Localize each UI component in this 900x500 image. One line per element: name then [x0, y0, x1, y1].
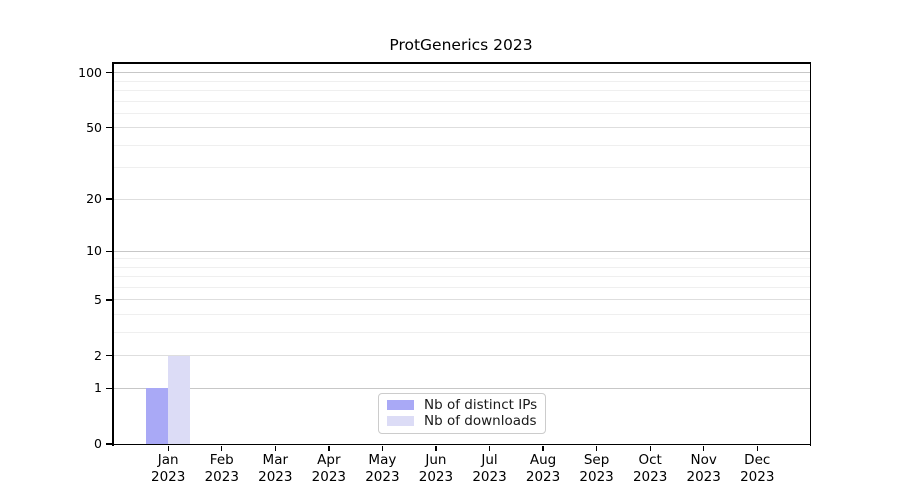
x-tick-year: 2023: [151, 468, 186, 485]
y-tick-2: [106, 355, 112, 357]
y-tick-label-1: 1: [94, 380, 102, 396]
y-tick-10: [106, 250, 112, 252]
x-tick-month: Jan: [157, 452, 179, 468]
x-tick-year: 2023: [472, 468, 507, 485]
x-tick-month: Jun: [425, 452, 447, 468]
x-tick-month: Feb: [209, 452, 234, 468]
x-tick-label-nov: Nov 2023: [687, 452, 721, 485]
gridline-40: [113, 144, 810, 146]
x-tick-label-jun: Jun 2023: [419, 452, 453, 485]
x-tick-month: Oct: [638, 452, 662, 468]
x-tick-label-feb: Feb 2023: [205, 452, 239, 485]
x-tick-aug: [542, 445, 544, 451]
plot-area: [113, 63, 810, 444]
x-tick-year: 2023: [418, 468, 454, 485]
y-tick-label-2: 2: [94, 347, 102, 363]
legend-label-downloads: Nb of downloads: [424, 413, 537, 429]
x-tick-year: 2023: [632, 468, 668, 485]
y-tick-label-50: 50: [86, 119, 102, 135]
x-tick-year: 2023: [525, 468, 561, 485]
gridline-90: [113, 80, 810, 82]
x-tick-mar: [274, 445, 276, 451]
gridline-4: [113, 314, 810, 316]
x-axis-spine: [112, 443, 811, 446]
chart-title: ProtGenerics 2023: [389, 36, 533, 54]
x-tick-label-jan: Jan 2023: [151, 452, 185, 485]
legend-swatch-downloads-icon: [387, 415, 414, 427]
x-tick-year: 2023: [365, 468, 400, 485]
x-tick-month: Mar: [262, 452, 289, 468]
y-tick-label-100: 100: [78, 64, 102, 80]
gridline-3: [113, 331, 810, 333]
gridline-10: [113, 250, 810, 252]
x-tick-jun: [435, 445, 437, 451]
x-tick-nov: [703, 445, 705, 451]
x-tick-feb: [221, 445, 223, 451]
gridline-9: [113, 258, 810, 260]
gridline-6: [113, 286, 810, 288]
x-tick-year: 2023: [579, 468, 614, 485]
x-tick-jul: [488, 445, 491, 451]
y-tick-5: [106, 299, 112, 301]
gridline-8: [113, 266, 810, 268]
x-tick-label-may: May 2023: [365, 452, 399, 485]
x-tick-year: 2023: [311, 468, 347, 485]
gridline-2: [113, 355, 810, 357]
gridline-5: [113, 299, 810, 301]
gridline-20: [113, 198, 810, 200]
x-tick-month: Sep: [583, 452, 610, 468]
x-tick-month: May: [368, 452, 397, 468]
x-tick-label-oct: Oct 2023: [633, 452, 667, 485]
y-tick-label-20: 20: [86, 191, 102, 207]
x-tick-month: Nov: [690, 452, 717, 468]
x-tick-year: 2023: [740, 468, 775, 485]
x-tick-jan: [167, 445, 169, 451]
y-tick-label-5: 5: [94, 291, 102, 307]
x-tick-month: Jul: [481, 452, 498, 468]
y-tick-100: [106, 72, 112, 74]
legend-label-distinct-ips: Nb of distinct IPs: [424, 397, 538, 413]
y-tick-0: [106, 443, 112, 445]
y-tick-label-10: 10: [86, 243, 102, 259]
legend-swatch-distinct-ips-icon: [387, 399, 414, 411]
y-axis-spine-left: [112, 62, 114, 446]
gridline-70: [113, 100, 810, 102]
x-tick-label-mar: Mar 2023: [258, 452, 292, 485]
x-tick-label-sep: Sep 2023: [579, 452, 613, 485]
x-tick-year: 2023: [686, 468, 721, 485]
x-tick-label-aug: Aug 2023: [526, 452, 560, 485]
x-tick-month: Aug: [529, 452, 557, 468]
bar-nb-of-distinct-ips-Jan: [145, 388, 169, 444]
gridline-80: [113, 89, 810, 91]
x-tick-sep: [596, 445, 598, 451]
y-tick-label-0: 0: [94, 436, 102, 451]
x-tick-month: Apr: [317, 452, 341, 468]
axis-spine-top: [112, 62, 811, 64]
gridline-60: [113, 112, 810, 114]
x-tick-dec: [756, 445, 758, 451]
legend-item-distinct-ips: Nb of distinct IPs: [387, 397, 538, 413]
y-tick-1: [106, 387, 112, 389]
x-tick-month: Dec: [744, 452, 771, 468]
x-tick-may: [381, 445, 384, 451]
bar-nb-of-downloads-Jan: [168, 355, 191, 444]
x-tick-label-jul: Jul 2023: [472, 452, 506, 485]
x-tick-label-apr: Apr 2023: [312, 452, 346, 485]
legend: Nb of distinct IPs Nb of downloads: [378, 392, 546, 434]
x-tick-oct: [649, 445, 651, 451]
x-tick-apr: [328, 445, 330, 451]
gridline-30: [113, 167, 810, 169]
legend-item-downloads: Nb of downloads: [387, 413, 537, 429]
x-tick-label-dec: Dec 2023: [740, 452, 774, 485]
x-tick-year: 2023: [204, 468, 239, 485]
gridline-100: [113, 72, 810, 74]
x-tick-year: 2023: [258, 468, 293, 485]
gridline-7: [113, 276, 810, 278]
y-tick-50: [106, 127, 112, 129]
axis-spine-right: [809, 62, 811, 446]
gridline-1: [113, 387, 810, 389]
y-tick-20: [106, 198, 112, 200]
gridline-50: [113, 127, 810, 129]
